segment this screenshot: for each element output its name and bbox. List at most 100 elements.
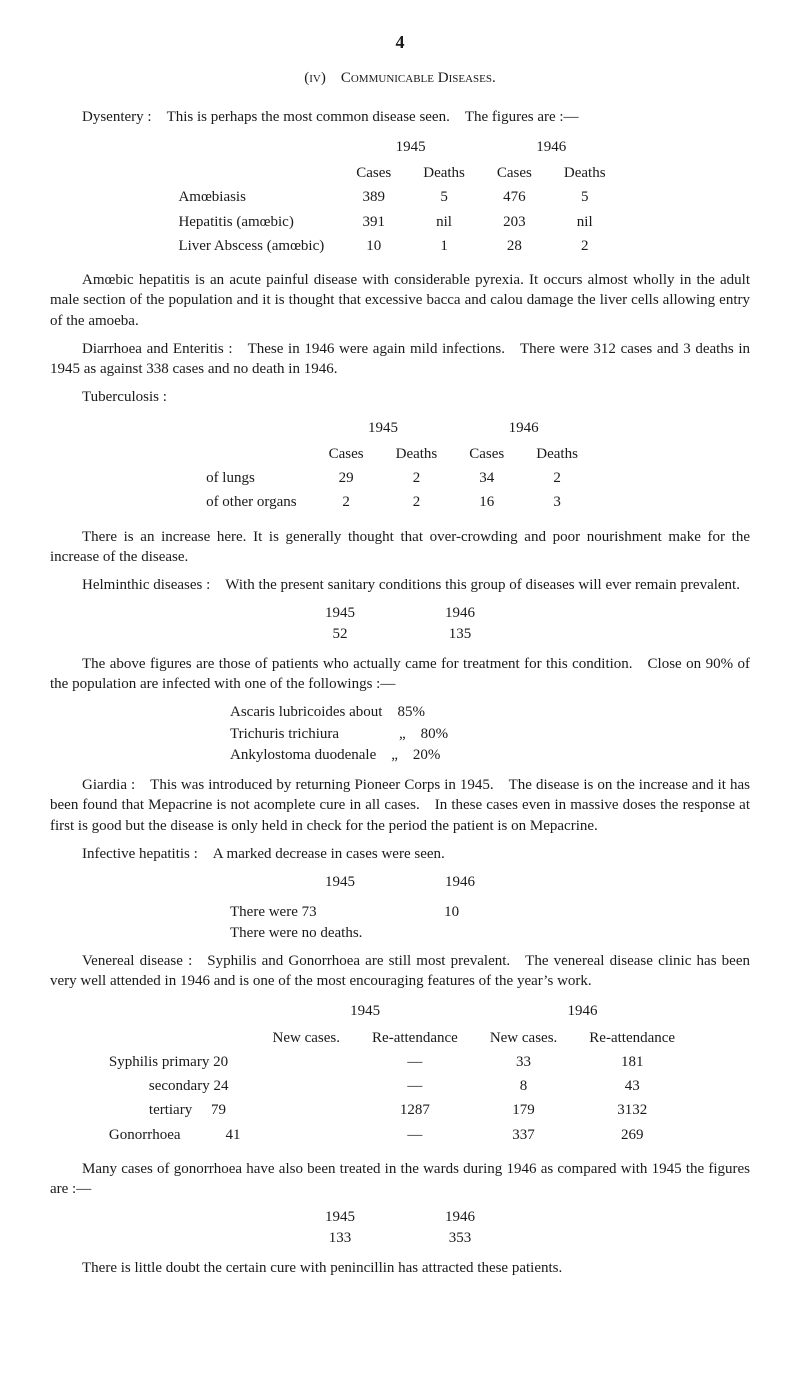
cell: 28 <box>481 234 548 258</box>
cell <box>257 1098 356 1122</box>
cell: 203 <box>481 210 548 234</box>
dysentery-intro: Dysentery : This is perhaps the most com… <box>50 107 750 127</box>
worm-list: Ascaris lubricoides about 85% Trichuris … <box>230 702 750 765</box>
table-row: of other organs 2 2 16 3 <box>206 490 594 514</box>
section-heading: (iv) Communicable Diseases. <box>50 68 750 88</box>
year-label: 1945 <box>325 603 355 623</box>
cell: 29 <box>313 466 380 490</box>
col-deaths: Deaths <box>548 161 622 185</box>
col-cases: Cases <box>453 442 520 466</box>
col-reattendance: Re-attendance <box>573 1026 691 1050</box>
hepatitis-lines: There were 73 10 There were no deaths. <box>230 902 750 943</box>
value: 135 <box>445 624 475 644</box>
table-row: Syphilis primary 20 — 33 181 <box>109 1050 691 1074</box>
table-row: Hepatitis (amœbic) 391 nil 203 nil <box>178 210 621 234</box>
para-increase: There is an increase here. It is general… <box>50 527 750 568</box>
cell <box>257 1074 356 1098</box>
cell: 3132 <box>573 1098 691 1122</box>
helminthic-figures: 1945 52 1946 135 <box>50 603 750 644</box>
col-cases: Cases <box>481 161 548 185</box>
cell: 43 <box>573 1074 691 1098</box>
line: 10 <box>444 904 459 920</box>
col-cases: Cases <box>340 161 407 185</box>
cell: 1287 <box>356 1098 474 1122</box>
row-label: of lungs <box>206 466 313 490</box>
row-label: Hepatitis (amœbic) <box>178 210 340 234</box>
table-venereal: 1945 1946 New cases. Re-attendance New c… <box>50 999 750 1147</box>
cell: 2 <box>548 234 622 258</box>
cell: — <box>356 1074 474 1098</box>
col-newcases: New cases. <box>474 1026 573 1050</box>
table-row: secondary 24 — 8 43 <box>109 1074 691 1098</box>
cell: 10 <box>340 234 407 258</box>
cell: 1 <box>407 234 481 258</box>
cell: nil <box>407 210 481 234</box>
cell: 34 <box>453 466 520 490</box>
cell: — <box>356 1050 474 1074</box>
col-deaths: Deaths <box>407 161 481 185</box>
para-diarrhoea: Diarrhoea and Enteritis : These in 1946 … <box>50 339 750 380</box>
row-label: of other organs <box>206 490 313 514</box>
para-amoebic: Amœbic hepatitis is an acute painful dis… <box>50 270 750 331</box>
row-label: Liver Abscess (amœbic) <box>178 234 340 258</box>
hepatitis-figures: 1945 1946 <box>50 872 750 892</box>
cell: 2 <box>313 490 380 514</box>
value: 353 <box>445 1228 475 1248</box>
year-1945: 1945 <box>257 999 474 1025</box>
year-label: 1946 <box>445 872 475 892</box>
table-amoebiasis: 1945 1946 Cases Deaths Cases Deaths Amœb… <box>50 135 750 258</box>
row-label: secondary 24 <box>109 1074 257 1098</box>
row-label: Syphilis primary 20 <box>109 1050 257 1074</box>
year-1946: 1946 <box>481 135 622 161</box>
line: There were 73 <box>230 904 317 920</box>
cell: 179 <box>474 1098 573 1122</box>
cell: 181 <box>573 1050 691 1074</box>
table-row: Liver Abscess (amœbic) 10 1 28 2 <box>178 234 621 258</box>
para-final: There is little doubt the certain cure w… <box>50 1258 750 1278</box>
para-helminthic: Helminthic diseases : With the present s… <box>50 575 750 595</box>
para-infective: Infective hepatitis : A marked decrease … <box>50 844 750 864</box>
cell <box>257 1123 356 1147</box>
table-tuberculosis: 1945 1946 Cases Deaths Cases Deaths of l… <box>50 416 750 515</box>
gonorrhoea-figures: 1945 133 1946 353 <box>50 1207 750 1248</box>
table-row: Amœbiasis 389 5 476 5 <box>178 185 621 209</box>
cell: 391 <box>340 210 407 234</box>
para-many-cases: Many cases of gonorrhoea have also been … <box>50 1159 750 1200</box>
cell: 5 <box>548 185 622 209</box>
list-item: Ascaris lubricoides about 85% <box>230 702 750 722</box>
col-reattendance: Re-attendance <box>356 1026 474 1050</box>
cell: 8 <box>474 1074 573 1098</box>
list-item: Trichuris trichiura „ 80% <box>230 724 750 744</box>
col-newcases: New cases. <box>257 1026 356 1050</box>
tuberculosis-label: Tuberculosis : <box>50 387 750 407</box>
table-row: of lungs 29 2 34 2 <box>206 466 594 490</box>
cell: — <box>356 1123 474 1147</box>
year-label: 1945 <box>325 1207 355 1227</box>
year-label: 1945 <box>325 872 355 892</box>
cell: nil <box>548 210 622 234</box>
cell: 5 <box>407 185 481 209</box>
cell: 269 <box>573 1123 691 1147</box>
para-giardia: Giardia : This was introduced by returni… <box>50 775 750 836</box>
list-item: Ankylostoma duodenale „ 20% <box>230 745 750 765</box>
para-venereal: Venereal disease : Syphilis and Gonorrho… <box>50 951 750 992</box>
year-1945: 1945 <box>340 135 481 161</box>
cell: 389 <box>340 185 407 209</box>
row-label: Amœbiasis <box>178 185 340 209</box>
year-label: 1946 <box>445 603 475 623</box>
row-label: tertiary 79 <box>109 1098 257 1122</box>
year-1945: 1945 <box>313 416 454 442</box>
cell <box>257 1050 356 1074</box>
cell: 3 <box>520 490 594 514</box>
table-row: tertiary 79 1287 179 3132 <box>109 1098 691 1122</box>
cell: 33 <box>474 1050 573 1074</box>
cell: 337 <box>474 1123 573 1147</box>
year-1946: 1946 <box>453 416 594 442</box>
page-number: 4 <box>50 30 750 54</box>
cell: 2 <box>380 466 454 490</box>
cell: 16 <box>453 490 520 514</box>
col-deaths: Deaths <box>380 442 454 466</box>
row-label: Gonorrhoea 41 <box>109 1123 257 1147</box>
table-row: Gonorrhoea 41 — 337 269 <box>109 1123 691 1147</box>
year-1946: 1946 <box>474 999 691 1025</box>
